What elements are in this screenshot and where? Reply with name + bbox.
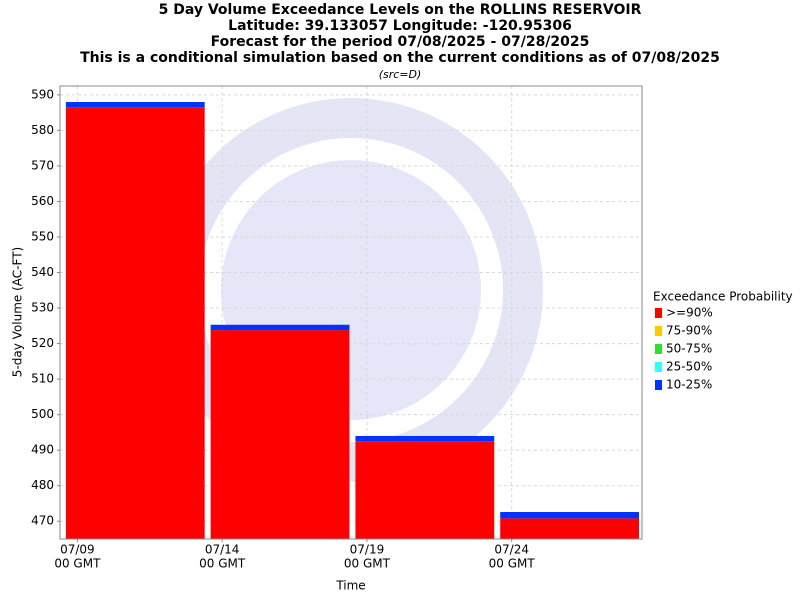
x-axis-label: Time [335,579,365,593]
y-tick-label: 540 [31,265,54,279]
subtitle: (src=D) [379,68,422,81]
x-tick-label: 07/09 [60,543,95,557]
legend-swatch [655,344,662,354]
x-tick-label: 07/14 [205,543,240,557]
title-line: 5 Day Volume Exceedance Levels on the RO… [159,2,642,18]
bar-segment [355,435,495,442]
legend-label: >=90% [666,306,713,320]
legend-swatch [655,308,662,318]
x-tick-label: 00 GMT [489,557,536,571]
y-tick-label: 490 [31,443,54,457]
bar-segment [65,101,205,108]
y-tick-label: 560 [31,194,54,208]
title-line: Latitude: 39.133057 Longitude: -120.9530… [228,18,572,34]
bars [65,101,639,539]
y-tick-label: 570 [31,158,54,172]
y-tick-label: 590 [31,87,54,101]
y-tick-label: 530 [31,301,54,315]
y-tick-label: 550 [31,230,54,244]
legend-label: 10-25% [666,378,712,392]
legend-swatch [655,326,662,336]
bar-segment [500,518,639,539]
bar-segment [210,324,350,331]
y-tick-label: 510 [31,372,54,386]
x-tick-label: 07/19 [350,543,385,557]
legend-label: 25-50% [666,360,712,374]
legend-label: 50-75% [666,342,712,356]
y-tick-label: 480 [31,478,54,492]
y-axis-label: 5-day Volume (AC-FT) [11,247,25,377]
legend-label: 75-90% [666,324,712,338]
y-tick-label: 500 [31,407,54,421]
bar-segment [210,330,350,539]
x-tick-label: 07/24 [494,543,529,557]
bar-segment [355,441,495,539]
bar-segment [500,511,639,519]
y-tick-label: 520 [31,336,54,350]
legend-swatch [655,380,662,390]
title-line: Forecast for the period 07/08/2025 - 07/… [211,34,590,50]
x-tick-label: 00 GMT [344,557,391,571]
legend-swatch [655,362,662,372]
legend-title: Exceedance Probability [653,290,793,304]
y-tick-label: 580 [31,123,54,137]
bar-segment [65,107,205,539]
title-line: This is a conditional simulation based o… [80,50,720,66]
y-tick-label: 470 [31,514,54,528]
x-tick-label: 00 GMT [54,557,101,571]
plot-border [59,85,643,540]
x-tick-label: 00 GMT [199,557,246,571]
